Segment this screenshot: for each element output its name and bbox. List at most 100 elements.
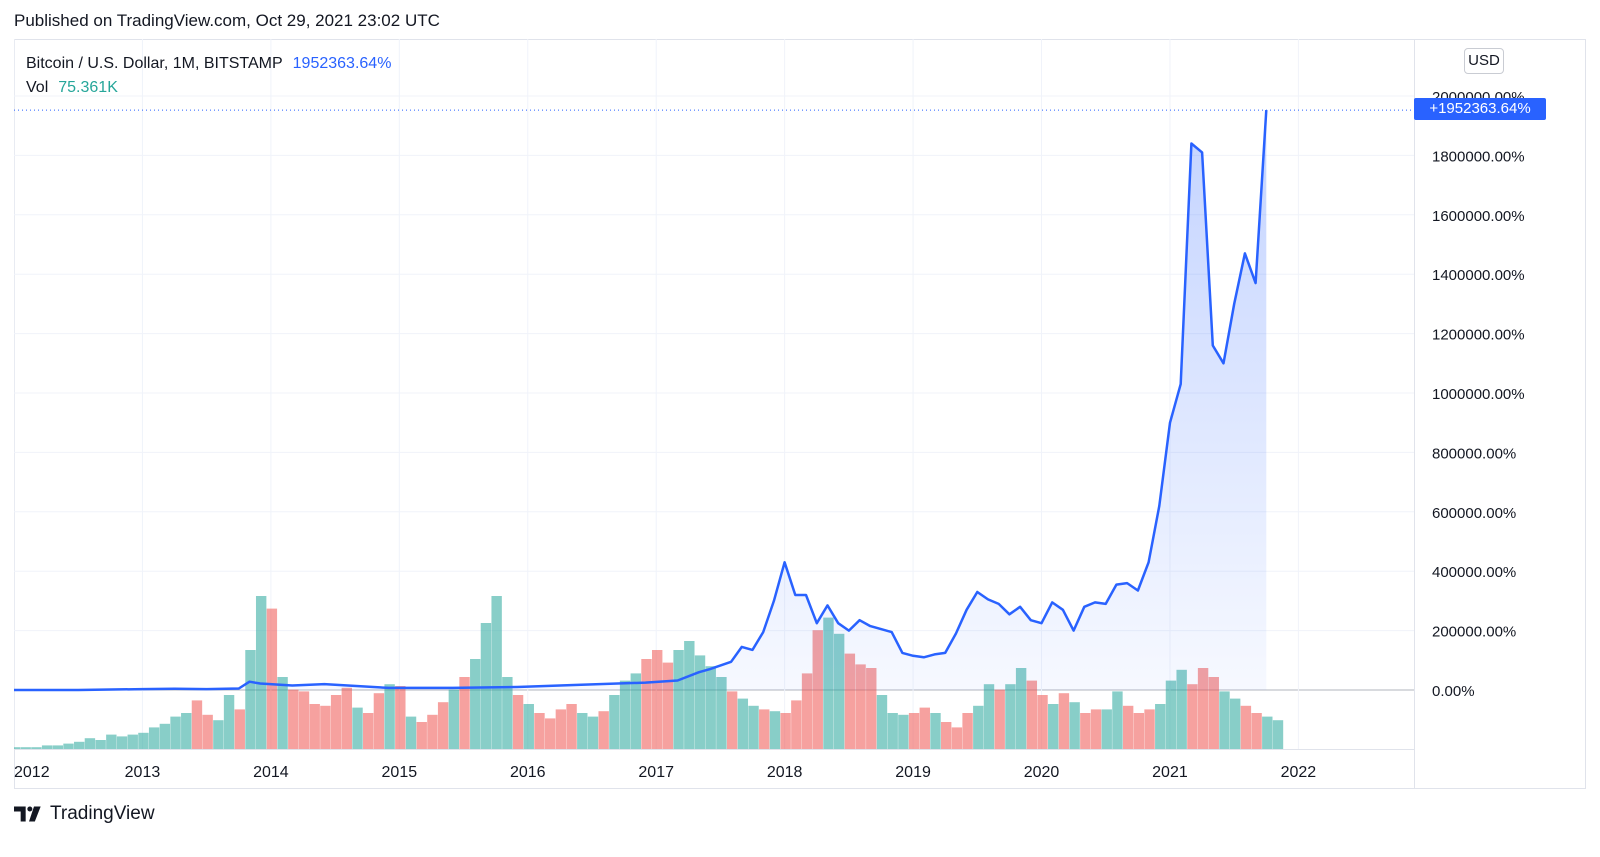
volume-bar: [1058, 693, 1070, 749]
volume-bar: [1229, 698, 1241, 749]
volume-bar: [630, 673, 641, 749]
volume-bar: [106, 734, 117, 749]
last-value-badge: +1952363.64%: [1414, 98, 1546, 120]
volume-bar: [566, 704, 577, 749]
footer-brand[interactable]: TradingView: [50, 803, 155, 824]
volume-bar: [384, 684, 395, 749]
volume-bar: [459, 677, 470, 749]
price-chart[interactable]: 0.00% 200000.00% 400000.00% 600000.00% 80000…: [14, 39, 1586, 809]
volume-bar: [1165, 680, 1177, 749]
volume-bar: [14, 747, 21, 749]
volume-bar: [74, 741, 85, 749]
volume-bar: [694, 655, 706, 749]
y-tick-label: 1400000.00%: [1432, 267, 1525, 284]
volume-bar: [555, 709, 567, 749]
volume-bar: [480, 623, 492, 749]
volume-bar: [587, 716, 599, 749]
x-tick-label: 2020: [1024, 764, 1060, 781]
volume-bar: [84, 738, 96, 749]
volume-bar: [1208, 677, 1219, 749]
volume-bar: [1176, 669, 1187, 749]
volume-bar: [748, 705, 759, 749]
volume-bar: [833, 633, 845, 749]
volume-bar: [1272, 720, 1284, 749]
volume-bar: [983, 684, 995, 749]
x-tick-label: 2019: [895, 764, 931, 781]
y-tick-label: 0.00%: [1432, 683, 1475, 700]
x-tick-label: 2021: [1152, 764, 1188, 781]
x-tick-label: 2016: [510, 764, 546, 781]
volume-bar: [930, 713, 941, 749]
x-tick-label: 2013: [125, 764, 161, 781]
volume-bar: [95, 740, 106, 749]
volume-bar: [373, 693, 385, 749]
volume-bar: [470, 659, 481, 749]
price-line-path: [14, 110, 1268, 692]
volume-bar: [919, 707, 930, 749]
volume-bar: [288, 689, 299, 749]
price-line: [14, 109, 1414, 692]
x-tick-label: 2015: [382, 764, 418, 781]
volume-bar: [726, 691, 738, 749]
volume-bar: [844, 653, 856, 749]
volume-bar: [609, 695, 620, 749]
volume-bar: [641, 659, 652, 749]
chart-area[interactable]: 0.00% 200000.00% 400000.00% 600000.00% 80000…: [14, 39, 1586, 809]
volume-bar: [1005, 684, 1016, 749]
volume-bar: [780, 713, 791, 749]
volume-bar: [791, 700, 802, 749]
volume-bar: [801, 673, 813, 749]
volume-bar: [598, 711, 609, 749]
volume-bar: [127, 734, 138, 749]
volume-value: 75.361K: [58, 79, 118, 96]
volume-bar: [1112, 691, 1123, 749]
volume-bar: [973, 705, 984, 749]
volume-bar: [855, 664, 866, 749]
volume-bar: [298, 691, 310, 749]
volume-bar: [1069, 702, 1080, 749]
volume-bar: [405, 716, 417, 749]
volume-bar: [148, 727, 160, 749]
volume-bar: [1262, 716, 1273, 749]
volume-bar: [951, 727, 963, 749]
volume-bar: [962, 713, 973, 749]
volume-bar: [1101, 709, 1112, 749]
volume-bar: [223, 695, 235, 749]
volume-bar: [898, 714, 909, 749]
volume-bar: [769, 711, 781, 749]
volume-bar: [523, 704, 534, 749]
volume-bar: [619, 680, 631, 749]
volume-bar: [940, 722, 952, 749]
volume-bar: [1144, 709, 1155, 749]
volume-bar: [341, 687, 353, 749]
volume-bar: [138, 732, 149, 749]
volume-bar: [245, 650, 256, 749]
volume-bar: [1090, 709, 1102, 749]
volume-bar: [1122, 705, 1134, 749]
volume-bar: [737, 698, 749, 749]
tradingview-logo-icon[interactable]: [14, 804, 44, 824]
volume-bar: [662, 662, 674, 749]
volume-bar: [437, 702, 449, 749]
symbol-title[interactable]: Bitcoin / U.S. Dollar, 1M, BITSTAMP: [26, 55, 283, 72]
volume-bar: [502, 677, 513, 749]
currency-button[interactable]: USD: [1464, 48, 1504, 74]
volume-bar: [395, 686, 406, 749]
published-caption: Published on TradingView.com, Oct 29, 20…: [14, 11, 440, 30]
volume-bar: [705, 666, 716, 749]
volume-bar: [908, 713, 920, 749]
volume-bar: [448, 689, 460, 749]
volume-bar: [887, 713, 898, 749]
volume-bar: [363, 713, 374, 749]
volume-bar: [191, 700, 203, 749]
y-tick-label: 800000.00%: [1432, 445, 1516, 462]
x-tick-label: 2017: [638, 764, 674, 781]
volume-bar: [266, 608, 278, 749]
volume-bar: [234, 709, 245, 749]
volume-bar: [330, 695, 342, 749]
volume-bar: [277, 677, 288, 749]
volume-bar: [1197, 668, 1209, 749]
volume-bar: [534, 713, 545, 749]
area-fill: [14, 110, 1267, 691]
volume-bar: [876, 695, 888, 749]
